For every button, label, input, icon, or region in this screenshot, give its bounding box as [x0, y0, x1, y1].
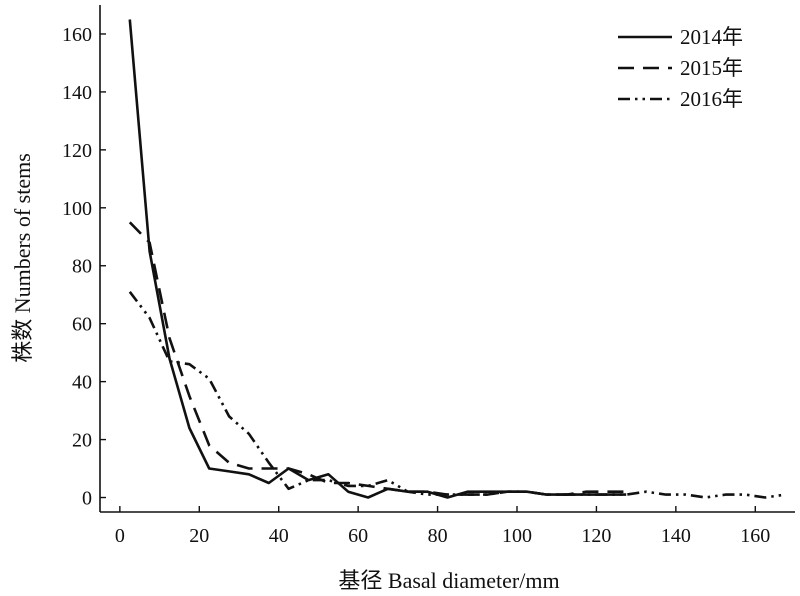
- y-tick-label: 20: [72, 430, 92, 452]
- x-tick-label: 0: [115, 525, 125, 547]
- y-tick-label: 160: [62, 24, 92, 46]
- series-layer: [128, 19, 786, 499]
- x-tick-label: 60: [348, 525, 368, 547]
- x-tick-label: 120: [581, 525, 611, 547]
- axes: [99, 5, 795, 513]
- y-tick-label: 140: [62, 82, 92, 104]
- series-line-1: [128, 19, 627, 499]
- y-ticks: 0 20 40 60 80 100 120 140 160: [62, 24, 106, 510]
- series-line-3: [128, 291, 786, 499]
- y-tick-label: 100: [62, 198, 92, 220]
- y-tick-label: 0: [82, 488, 92, 510]
- y-tick-label: 40: [72, 372, 92, 394]
- x-ticks: 0 20 40 60 80 100 120 140 160: [115, 506, 770, 547]
- legend-label-2: 2015年: [680, 56, 743, 80]
- legend-label-3: 2016年: [680, 87, 743, 111]
- y-tick-label: 60: [72, 314, 92, 336]
- y-tick-label: 120: [62, 140, 92, 162]
- x-tick-label: 40: [269, 525, 289, 547]
- x-tick-label: 140: [661, 525, 691, 547]
- series-line-2: [128, 221, 627, 496]
- x-tick-label: 20: [189, 525, 209, 547]
- legend-label-1: 2014年: [680, 25, 743, 49]
- x-tick-label: 80: [428, 525, 448, 547]
- y-axis-title: 株数 Numbers of stems: [10, 153, 35, 363]
- x-tick-label: 100: [502, 525, 532, 547]
- y-tick-label: 80: [72, 256, 92, 278]
- x-tick-label: 160: [740, 525, 770, 547]
- x-axis-title: 基径 Basal diameter/mm: [338, 568, 559, 593]
- legend: 2014年 2015年 2016年: [618, 25, 743, 111]
